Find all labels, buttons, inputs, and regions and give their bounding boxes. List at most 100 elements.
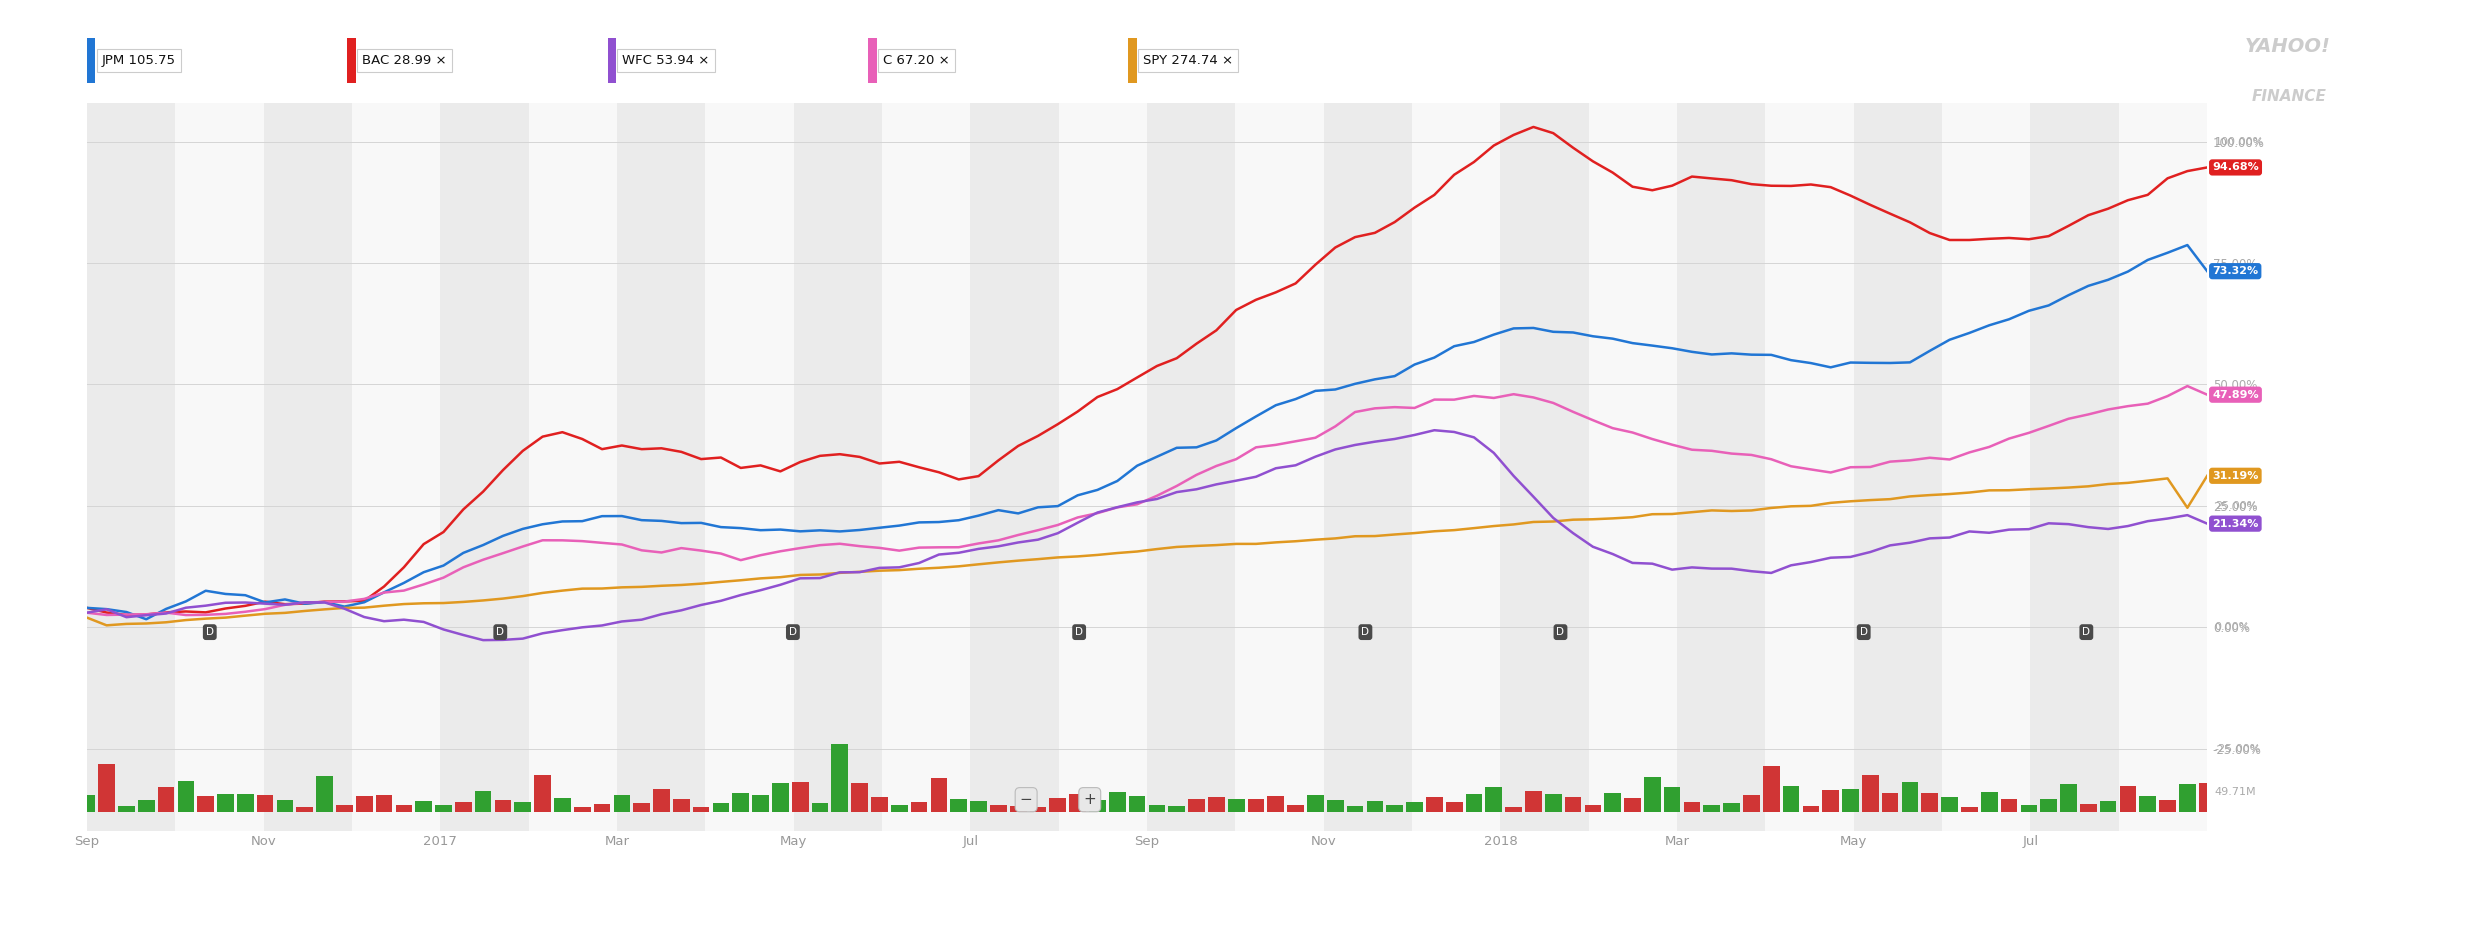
Bar [439, 103, 528, 831]
Bar [139, 800, 154, 812]
Bar [1644, 777, 1662, 812]
Bar [1426, 797, 1443, 812]
Bar [2180, 785, 2195, 812]
Bar [357, 797, 372, 812]
Text: JPM 105.75: JPM 105.75 [102, 54, 176, 67]
Text: D: D [1362, 627, 1369, 637]
Bar [618, 103, 704, 831]
Bar [704, 103, 794, 831]
Bar [513, 802, 531, 812]
Bar [1605, 794, 1622, 812]
Bar [732, 793, 749, 812]
Bar [434, 805, 451, 812]
Bar [352, 103, 439, 831]
Bar [1982, 792, 1996, 812]
Bar [930, 778, 947, 812]
Bar [1803, 805, 1820, 812]
Bar [2021, 805, 2036, 812]
Bar [1446, 802, 1463, 812]
Text: FINANCE: FINANCE [2252, 89, 2326, 104]
Bar [298, 807, 312, 812]
Bar [528, 103, 618, 831]
Bar [1525, 791, 1543, 812]
Bar [317, 776, 332, 812]
Bar [1862, 774, 1880, 812]
Bar [1386, 805, 1404, 812]
Text: −: − [1019, 792, 1032, 807]
Bar [1168, 806, 1185, 812]
Bar [1307, 795, 1324, 812]
Bar [1089, 800, 1106, 812]
Text: D: D [2083, 627, 2091, 637]
Bar [1500, 103, 1590, 831]
Bar [883, 103, 970, 831]
Bar [1676, 103, 1766, 831]
Bar [1545, 794, 1562, 812]
Bar [890, 805, 908, 812]
Bar [2041, 799, 2056, 812]
Bar [1128, 796, 1146, 812]
Bar [1704, 805, 1721, 812]
Text: 25.00%: 25.00% [2215, 501, 2257, 511]
Bar [1466, 794, 1483, 812]
Bar [494, 800, 511, 812]
Text: +: + [1084, 792, 1096, 807]
Text: D: D [206, 627, 213, 637]
Bar [1565, 798, 1582, 812]
Bar [1843, 789, 1860, 812]
Bar [1228, 800, 1245, 812]
Bar [1347, 805, 1364, 812]
Text: 0.00%: 0.00% [2215, 622, 2249, 632]
Text: 31.19%: 31.19% [2212, 471, 2259, 481]
Text: D: D [496, 627, 503, 637]
Bar [218, 794, 233, 812]
Bar [970, 103, 1059, 831]
Bar [1049, 799, 1066, 812]
Bar [1267, 796, 1285, 812]
Bar [1766, 103, 1853, 831]
Bar [1327, 800, 1344, 812]
Bar [87, 103, 176, 831]
Bar [1148, 805, 1166, 812]
Bar [553, 799, 570, 812]
Text: SPY 274.74 ×: SPY 274.74 × [1143, 54, 1233, 67]
Bar [1853, 103, 1942, 831]
Bar [1783, 786, 1800, 812]
Text: YAHOO!: YAHOO! [2244, 37, 2331, 56]
Bar [1505, 807, 1523, 812]
Bar [970, 800, 987, 812]
Bar [2001, 800, 2016, 812]
Bar [278, 800, 293, 812]
Bar [672, 800, 689, 812]
Text: C 67.20 ×: C 67.20 × [883, 54, 950, 67]
Bar [1624, 799, 1642, 812]
Bar [159, 787, 174, 812]
Bar [1590, 103, 1676, 831]
Bar [791, 783, 808, 812]
Text: D: D [789, 627, 796, 637]
Bar [1247, 800, 1265, 812]
Bar [1823, 789, 1840, 812]
Bar [794, 103, 883, 831]
Bar [1664, 786, 1681, 812]
Bar [2120, 785, 2135, 812]
Bar [811, 802, 828, 812]
Bar [198, 797, 213, 812]
Bar [1366, 800, 1384, 812]
Text: WFC 53.94 ×: WFC 53.94 × [622, 54, 709, 67]
Bar [2207, 103, 2296, 831]
Bar [179, 781, 193, 812]
Bar [2101, 801, 2115, 812]
Bar [1882, 793, 1900, 812]
Text: 49.71M: 49.71M [2215, 787, 2257, 798]
Bar [1029, 807, 1047, 812]
Bar [454, 802, 471, 812]
Bar [652, 789, 670, 812]
Bar [176, 103, 263, 831]
Bar [1287, 805, 1304, 812]
Bar [870, 798, 888, 812]
Bar [1406, 802, 1424, 812]
Bar [573, 807, 590, 812]
Bar [613, 795, 630, 812]
Bar [258, 795, 273, 812]
